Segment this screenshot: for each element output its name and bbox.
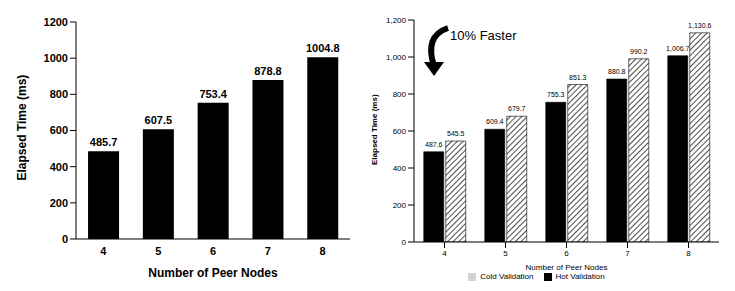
svg-text:600: 600 (50, 124, 68, 136)
svg-text:609.4: 609.4 (486, 118, 504, 125)
svg-text:851.3: 851.3 (569, 74, 587, 81)
html-text:Cold Validation: Cold Validation (480, 272, 534, 281)
svg-text:800: 800 (50, 88, 68, 100)
svg-text:880.8: 880.8 (608, 68, 626, 75)
svg-text:800: 800 (393, 90, 407, 99)
svg-text:8: 8 (686, 249, 691, 258)
svg-text:400: 400 (393, 164, 407, 173)
svg-text:4: 4 (442, 249, 447, 258)
svg-text:7: 7 (625, 249, 630, 258)
svg-text:1,006.7: 1,006.7 (666, 45, 689, 52)
svg-text:878.8: 878.8 (254, 65, 282, 77)
svg-text:485.7: 485.7 (90, 136, 118, 148)
svg-text:0: 0 (402, 238, 407, 247)
svg-text:Number of Peer Nodes: Number of Peer Nodes (526, 263, 608, 272)
svg-text:1000: 1000 (44, 52, 68, 64)
svg-text:1,200: 1,200 (386, 16, 407, 25)
svg-text:600: 600 (393, 127, 407, 136)
svg-text:1200: 1200 (44, 16, 68, 28)
svg-text:753.4: 753.4 (199, 88, 227, 100)
svg-text:1004.8: 1004.8 (306, 42, 340, 54)
svg-text:Number of Peer Nodes: Number of Peer Nodes (148, 266, 278, 280)
svg-text:990.2: 990.2 (630, 48, 648, 55)
svg-text:8: 8 (320, 245, 326, 257)
svg-text:1,130.6: 1,130.6 (688, 22, 711, 29)
svg-text:607.5: 607.5 (145, 114, 173, 126)
svg-text:5: 5 (155, 245, 161, 257)
svg-text:Elapsed Time (ms): Elapsed Time (ms) (15, 75, 29, 181)
svg-text:200: 200 (393, 201, 407, 210)
svg-text:755.3: 755.3 (547, 91, 565, 98)
svg-text:400: 400 (50, 161, 68, 173)
svg-text:1,000: 1,000 (386, 53, 407, 62)
svg-text:679.7: 679.7 (508, 105, 526, 112)
html-text:Hot Validation: Hot Validation (555, 272, 605, 281)
svg-text:545.5: 545.5 (447, 130, 465, 137)
svg-text:5: 5 (503, 249, 508, 258)
html-text:10% Faster: 10% Faster (450, 28, 517, 43)
svg-text:6: 6 (564, 249, 569, 258)
svg-text:Elapsed Time (ms): Elapsed Time (ms) (370, 94, 379, 165)
svg-text:6: 6 (210, 245, 216, 257)
svg-text:200: 200 (50, 197, 68, 209)
svg-text:0: 0 (62, 233, 68, 245)
svg-text:4: 4 (100, 245, 107, 257)
svg-text:7: 7 (265, 245, 271, 257)
svg-text:487.6: 487.6 (425, 141, 443, 148)
